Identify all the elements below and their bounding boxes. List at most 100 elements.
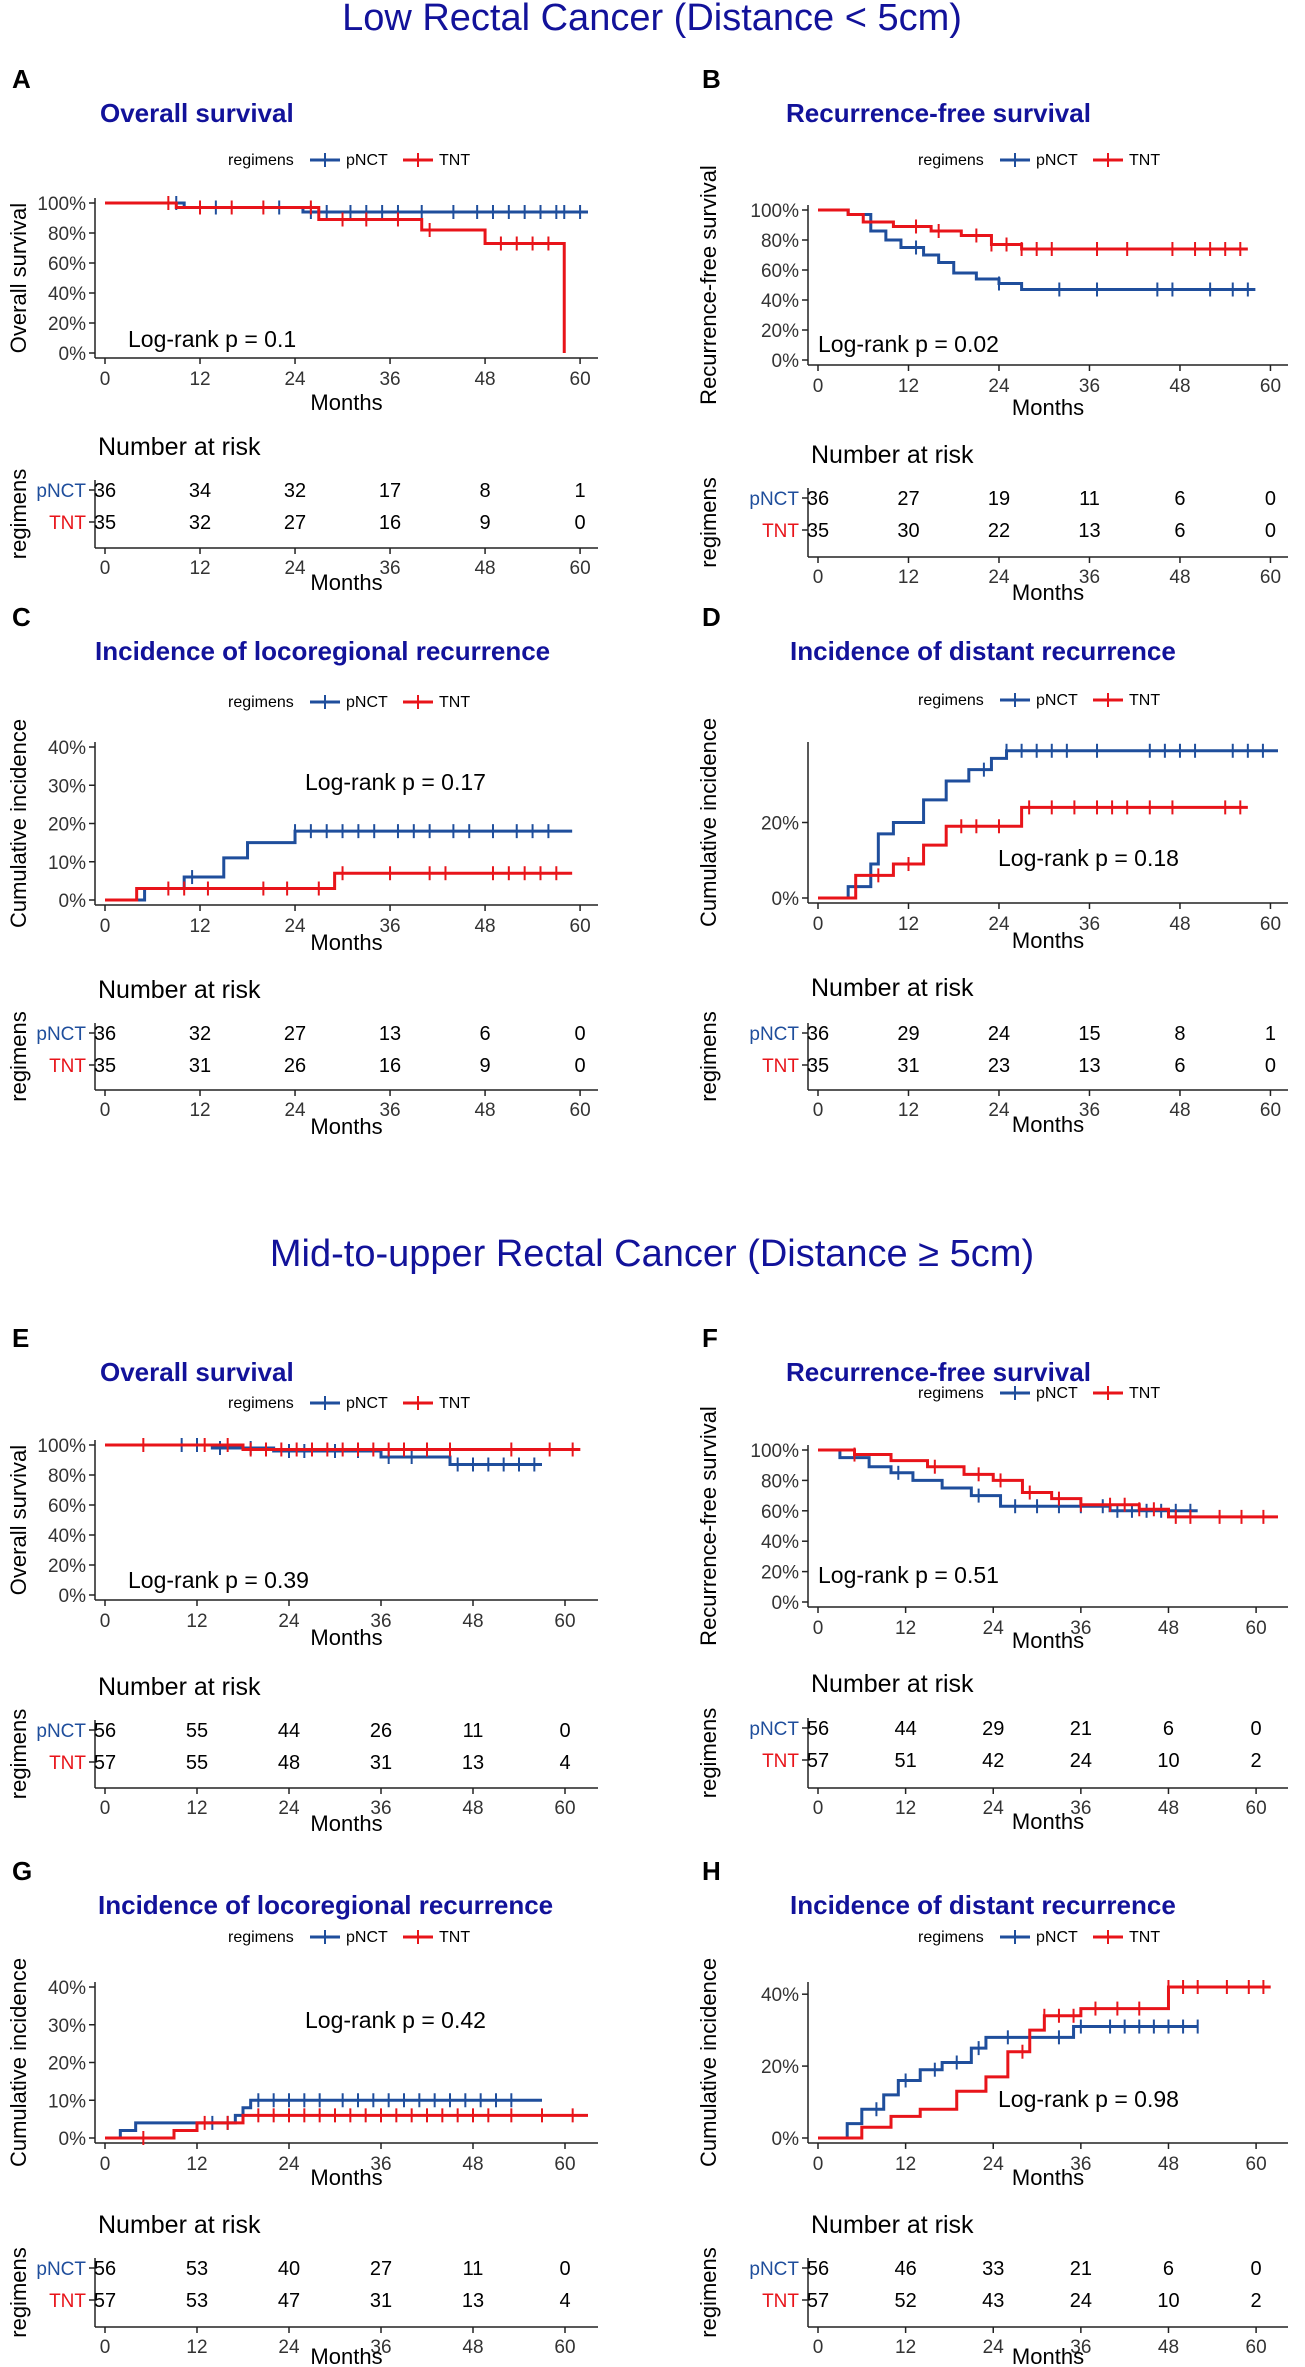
risk-y-axis-title: regimens <box>6 2247 31 2337</box>
risk-count: 0 <box>1265 520 1276 542</box>
y-tick-label: 0% <box>772 351 800 372</box>
risk-count: 10 <box>1157 2290 1179 2312</box>
x-tick-label: 12 <box>895 2154 916 2175</box>
risk-count: 4 <box>559 2290 570 2312</box>
risk-table-title: Number at risk <box>811 974 974 1002</box>
risk-row-label-tnt: TNT <box>49 1056 86 1077</box>
y-tick-label: 40% <box>761 1985 799 2006</box>
risk-count: 0 <box>559 2258 570 2280</box>
km-curve-pnct <box>105 2098 542 2140</box>
legend-label-pnct: pNCT <box>346 1929 388 1946</box>
panel-title: Incidence of distant recurrence <box>790 1890 1176 1920</box>
risk-count: 35 <box>94 1055 116 1077</box>
x-axis-title: Months <box>310 930 382 955</box>
x-tick-label: 12 <box>189 916 210 937</box>
risk-count: 26 <box>284 1055 306 1077</box>
risk-count: 0 <box>559 1720 570 1742</box>
risk-row-label-pnct: pNCT <box>749 1719 799 1740</box>
risk-x-tick-label: 48 <box>474 1100 495 1121</box>
x-axis-title: Months <box>310 1625 382 1650</box>
legend-label-pnct: pNCT <box>1036 1929 1078 1946</box>
legend-title: regimens <box>228 1395 294 1412</box>
panel-c: C Incidence of locoregional recurrence reg… <box>6 602 598 1139</box>
y-axis-title: Cumulative incidence <box>6 1958 31 2167</box>
risk-count: 19 <box>988 488 1010 510</box>
panel-title: Overall survival <box>100 98 294 128</box>
risk-x-tick-label: 24 <box>983 2337 1005 2358</box>
y-tick-label: 100% <box>750 201 799 222</box>
y-tick-label: 0% <box>772 2129 800 2150</box>
risk-y-axis-title: regimens <box>6 1709 31 1799</box>
risk-count: 48 <box>278 1752 300 1774</box>
risk-x-tick-label: 36 <box>1070 1798 1091 1819</box>
risk-x-tick-label: 48 <box>474 558 495 579</box>
logrank-label: Log-rank p = 0.02 <box>818 331 999 357</box>
risk-x-axis-title: Months <box>1012 2344 1084 2367</box>
risk-x-tick-label: 60 <box>554 2337 575 2358</box>
panel-letter: A <box>12 64 31 94</box>
panel-letter: G <box>12 1856 32 1886</box>
risk-count: 53 <box>186 2290 208 2312</box>
risk-row-label-pnct: pNCT <box>36 1024 86 1045</box>
risk-count: 29 <box>982 1718 1004 1740</box>
risk-row-label-pnct: pNCT <box>749 2259 799 2280</box>
y-tick-label: 60% <box>761 261 799 282</box>
section-title-mid: Mid-to-upper Rectal Cancer (Distance ≥ 5… <box>270 1233 1034 1275</box>
x-tick-label: 60 <box>570 369 591 390</box>
risk-count: 11 <box>463 2258 484 2280</box>
risk-x-tick-label: 0 <box>813 1798 824 1819</box>
x-tick-label: 24 <box>988 376 1010 397</box>
risk-count: 56 <box>807 1718 829 1740</box>
risk-count: 0 <box>1265 488 1276 510</box>
risk-row-label-pnct: pNCT <box>36 1721 86 1742</box>
risk-count: 36 <box>807 488 829 510</box>
risk-count: 32 <box>284 480 306 502</box>
risk-count: 4 <box>559 1752 570 1774</box>
x-tick-label: 36 <box>379 369 400 390</box>
risk-count: 11 <box>1079 488 1100 510</box>
x-tick-label: 12 <box>898 914 919 935</box>
risk-count: 42 <box>982 1750 1004 1772</box>
risk-count: 51 <box>894 1750 916 1772</box>
y-tick-label: 30% <box>48 776 86 797</box>
x-tick-label: 24 <box>284 369 306 390</box>
legend-label-tnt: TNT <box>1129 152 1160 169</box>
legend: regimens pNCT TNT <box>228 1929 470 1946</box>
risk-x-tick-label: 60 <box>1260 1100 1281 1121</box>
panel-h: H Incidence of distant recurrence regimens… <box>696 1856 1288 2367</box>
risk-count: 0 <box>1251 1718 1262 1740</box>
section-title-low: Low Rectal Cancer (Distance < 5cm) <box>342 0 962 39</box>
km-curve-tnt <box>818 805 1248 900</box>
y-tick-label: 60% <box>48 254 86 275</box>
km-curve-pnct <box>818 1448 1198 1513</box>
panel-letter: E <box>12 1323 29 1353</box>
x-tick-label: 60 <box>570 916 591 937</box>
risk-x-tick-label: 60 <box>554 1798 575 1819</box>
risk-count: 9 <box>480 512 491 534</box>
legend: regimens pNCT TNT <box>228 1395 470 1412</box>
risk-x-tick-label: 12 <box>898 1100 919 1121</box>
risk-x-tick-label: 24 <box>988 1100 1010 1121</box>
x-tick-label: 12 <box>186 2154 207 2175</box>
panel-title: Overall survival <box>100 1357 294 1387</box>
x-tick-label: 24 <box>278 1611 300 1632</box>
x-tick-label: 48 <box>1158 1618 1179 1639</box>
risk-x-tick-label: 0 <box>813 2337 824 2358</box>
risk-row-label-tnt: TNT <box>762 521 799 542</box>
risk-count: 23 <box>988 1055 1010 1077</box>
risk-row-label-pnct: pNCT <box>749 1024 799 1045</box>
risk-count: 16 <box>379 512 401 534</box>
risk-x-tick-label: 36 <box>1079 1100 1100 1121</box>
risk-count: 55 <box>186 1752 208 1774</box>
risk-count: 24 <box>1070 1750 1092 1772</box>
risk-count: 21 <box>1070 2258 1092 2280</box>
legend-label-tnt: TNT <box>439 152 470 169</box>
x-tick-label: 48 <box>462 2154 483 2175</box>
y-tick-label: 40% <box>761 1532 799 1553</box>
y-axis-title: Cumulative incidence <box>696 718 721 927</box>
x-tick-label: 48 <box>462 1611 483 1632</box>
risk-table-title: Number at risk <box>98 433 261 461</box>
x-tick-label: 0 <box>100 1611 111 1632</box>
y-tick-label: 20% <box>48 314 86 335</box>
